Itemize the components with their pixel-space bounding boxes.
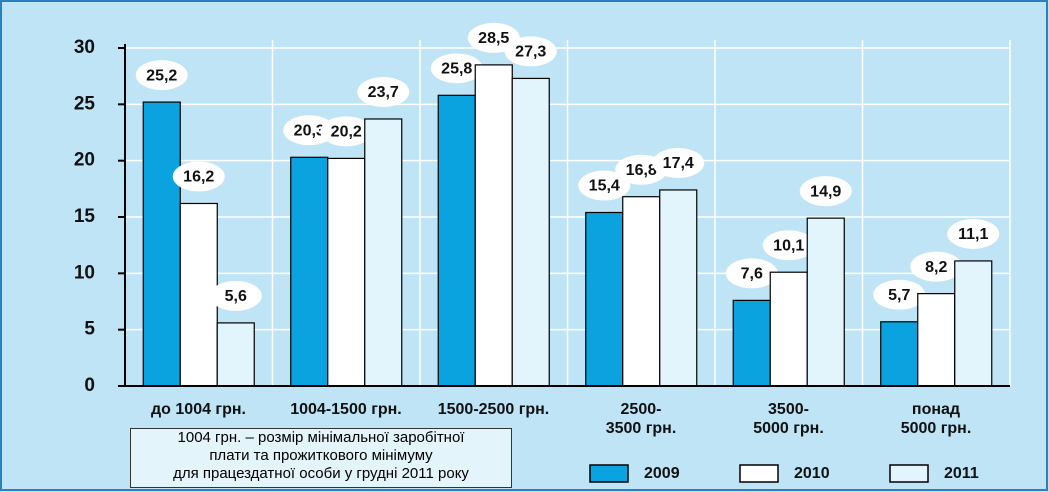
- value-label-bubble: [283, 115, 336, 146]
- value-label: 25,8: [441, 61, 472, 78]
- value-label: 17,4: [663, 155, 694, 172]
- x-tick-label: до 1004 грн.: [151, 401, 246, 418]
- legend-label: 2009: [644, 465, 680, 482]
- value-label-bubble: [725, 258, 778, 289]
- bar: [142, 101, 181, 387]
- bar: [474, 64, 513, 387]
- y-tick-label: 20: [74, 150, 95, 171]
- value-label: 20,3: [294, 123, 325, 140]
- bar: [585, 211, 624, 387]
- bar: [769, 271, 808, 387]
- value-label-bubble: [357, 76, 410, 107]
- bar: [364, 118, 403, 387]
- value-label: 8,2: [925, 259, 947, 276]
- value-label-bubble: [430, 53, 483, 84]
- value-label-bubble: [320, 116, 373, 147]
- value-label: 10,1: [773, 237, 804, 254]
- value-label: 25,2: [146, 67, 177, 84]
- y-tick-label: 5: [84, 319, 95, 340]
- x-tick-label: понад 5000 грн.: [900, 401, 972, 437]
- value-label: 7,6: [741, 266, 763, 283]
- legend-swatch: [739, 464, 779, 483]
- value-label: 14,9: [810, 183, 841, 200]
- y-tick-label: 30: [74, 37, 95, 58]
- bar: [437, 94, 476, 387]
- x-tick-label: 3500- 5000 грн.: [753, 401, 824, 437]
- bar: [511, 77, 550, 387]
- value-label: 11,1: [958, 226, 988, 243]
- note-line: плати та прожиткового мінімуму: [209, 447, 433, 464]
- value-label: 16,8: [626, 162, 657, 179]
- y-tick-label: 0: [84, 375, 95, 396]
- value-label-bubble: [172, 161, 225, 192]
- value-label-bubble: [209, 280, 262, 311]
- legend-swatch: [889, 464, 929, 483]
- value-label: 5,6: [225, 288, 247, 305]
- bar: [327, 157, 366, 387]
- legend-label: 2011: [944, 465, 979, 482]
- legend-label: 2010: [794, 465, 830, 482]
- y-tick-label: 10: [74, 262, 95, 283]
- value-label: 20,2: [331, 124, 362, 141]
- value-label-bubble: [799, 176, 852, 207]
- value-label: 28,5: [478, 30, 509, 47]
- note-line: для працездатної особи у грудні 2011 рок…: [173, 465, 469, 482]
- bar: [622, 196, 661, 387]
- value-label: 5,7: [888, 287, 910, 304]
- value-label-bubble: [873, 279, 926, 310]
- bar: [732, 299, 771, 387]
- note-line: 1004 грн. – розмір мінімальної заробітно…: [177, 429, 465, 446]
- y-tick-label: 25: [74, 93, 96, 114]
- value-label: 15,4: [589, 178, 620, 195]
- bar: [880, 321, 919, 387]
- value-label-bubble: [910, 251, 963, 282]
- bar: [917, 293, 956, 387]
- value-label-bubble: [578, 170, 631, 201]
- note: 1004 грн. – розмір мінімальної заробітно…: [130, 428, 512, 488]
- value-label-bubble: [947, 218, 1000, 249]
- bar: [216, 322, 255, 387]
- value-label-bubble: [467, 22, 520, 53]
- bar: [806, 217, 845, 387]
- x-tick-label: 2500- 3500 грн.: [605, 401, 677, 437]
- value-label-bubble: [135, 60, 188, 91]
- value-label: 27,3: [515, 44, 546, 61]
- value-label-bubble: [652, 147, 705, 178]
- value-label: 23,7: [368, 84, 399, 101]
- value-label-bubble: [504, 36, 557, 67]
- value-label: 16,2: [183, 169, 214, 186]
- bar: [954, 260, 993, 387]
- x-tick-label: 1500-2500 грн.: [437, 401, 550, 418]
- bar: [659, 189, 698, 387]
- legend-swatch: [589, 464, 629, 483]
- value-label-bubble: [762, 230, 815, 261]
- y-tick-label: 15: [74, 206, 96, 227]
- bar: [290, 156, 329, 387]
- x-tick-label: 1004-1500 грн.: [290, 401, 402, 418]
